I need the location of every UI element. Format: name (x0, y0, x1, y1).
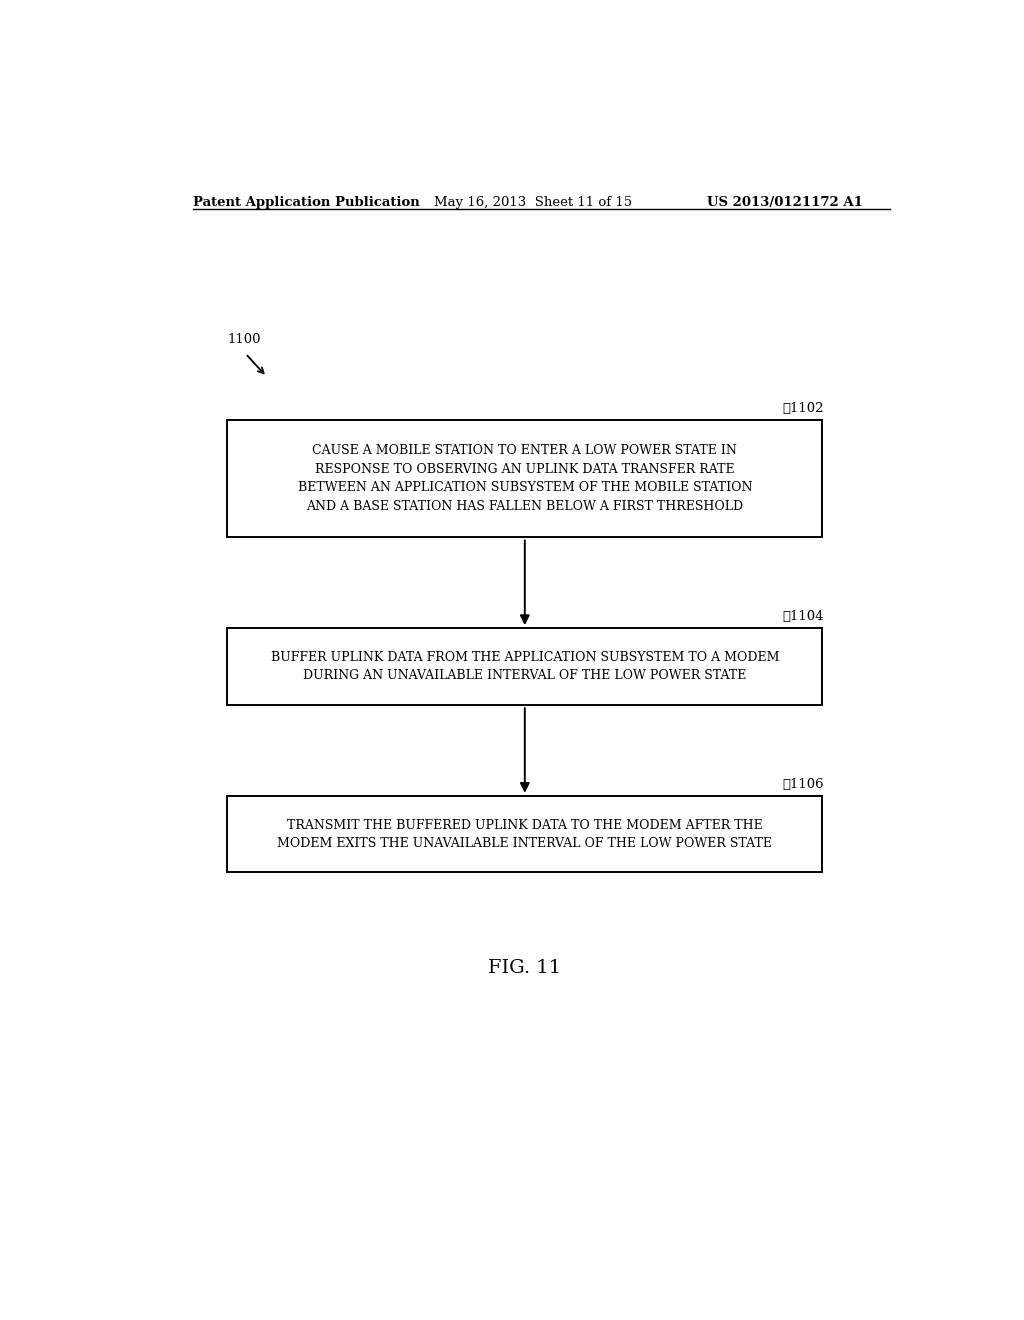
Text: ⌢1104: ⌢1104 (782, 610, 824, 623)
Text: BUFFER UPLINK DATA FROM THE APPLICATION SUBSYSTEM TO A MODEM
DURING AN UNAVAILAB: BUFFER UPLINK DATA FROM THE APPLICATION … (270, 651, 779, 682)
Text: CAUSE A MOBILE STATION TO ENTER A LOW POWER STATE IN
RESPONSE TO OBSERVING AN UP: CAUSE A MOBILE STATION TO ENTER A LOW PO… (298, 445, 752, 512)
Text: ⌢1102: ⌢1102 (782, 403, 824, 414)
FancyBboxPatch shape (227, 420, 822, 537)
Text: FIG. 11: FIG. 11 (488, 958, 561, 977)
Text: 1100: 1100 (227, 334, 261, 346)
Text: ⌢1106: ⌢1106 (782, 777, 824, 791)
Text: TRANSMIT THE BUFFERED UPLINK DATA TO THE MODEM AFTER THE
MODEM EXITS THE UNAVAIL: TRANSMIT THE BUFFERED UPLINK DATA TO THE… (278, 818, 772, 850)
FancyBboxPatch shape (227, 796, 822, 873)
FancyBboxPatch shape (227, 628, 822, 705)
Text: US 2013/0121172 A1: US 2013/0121172 A1 (708, 195, 863, 209)
Text: May 16, 2013  Sheet 11 of 15: May 16, 2013 Sheet 11 of 15 (433, 195, 632, 209)
Text: Patent Application Publication: Patent Application Publication (194, 195, 420, 209)
